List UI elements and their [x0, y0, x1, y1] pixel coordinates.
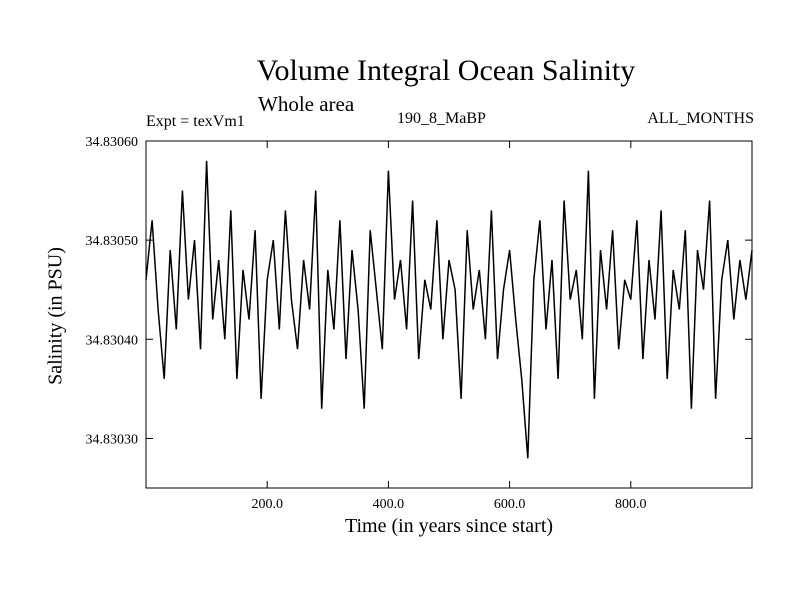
x-axis-ticks: 200.0 400.0 600.0 800.0 [251, 141, 647, 512]
x-axis-label: Time (in years since start) [344, 515, 554, 537]
chart-subtitle: Whole area [258, 92, 355, 116]
months-label: ALL_MONTHS [647, 110, 754, 127]
chart-title: Volume Integral Ocean Salinity [256, 54, 636, 87]
y-axis-ticks: 34.83030 34.83040 34.83050 34.83060 [86, 135, 752, 447]
y-tick-label: 34.83030 [86, 432, 139, 447]
x-tick-label: 400.0 [373, 497, 405, 512]
experiment-label: Expt = texVm1 [146, 113, 245, 130]
x-tick-label: 200.0 [251, 497, 283, 512]
y-tick-label: 34.83050 [86, 234, 139, 249]
plot-frame [145, 140, 753, 489]
x-tick-label: 600.0 [494, 497, 526, 512]
x-tick-label: 800.0 [615, 497, 647, 512]
run-label: 190_8_MaBP [397, 110, 486, 127]
y-tick-label: 34.83060 [86, 135, 139, 150]
y-tick-label: 34.83040 [86, 333, 139, 348]
series-line [145, 160, 753, 459]
